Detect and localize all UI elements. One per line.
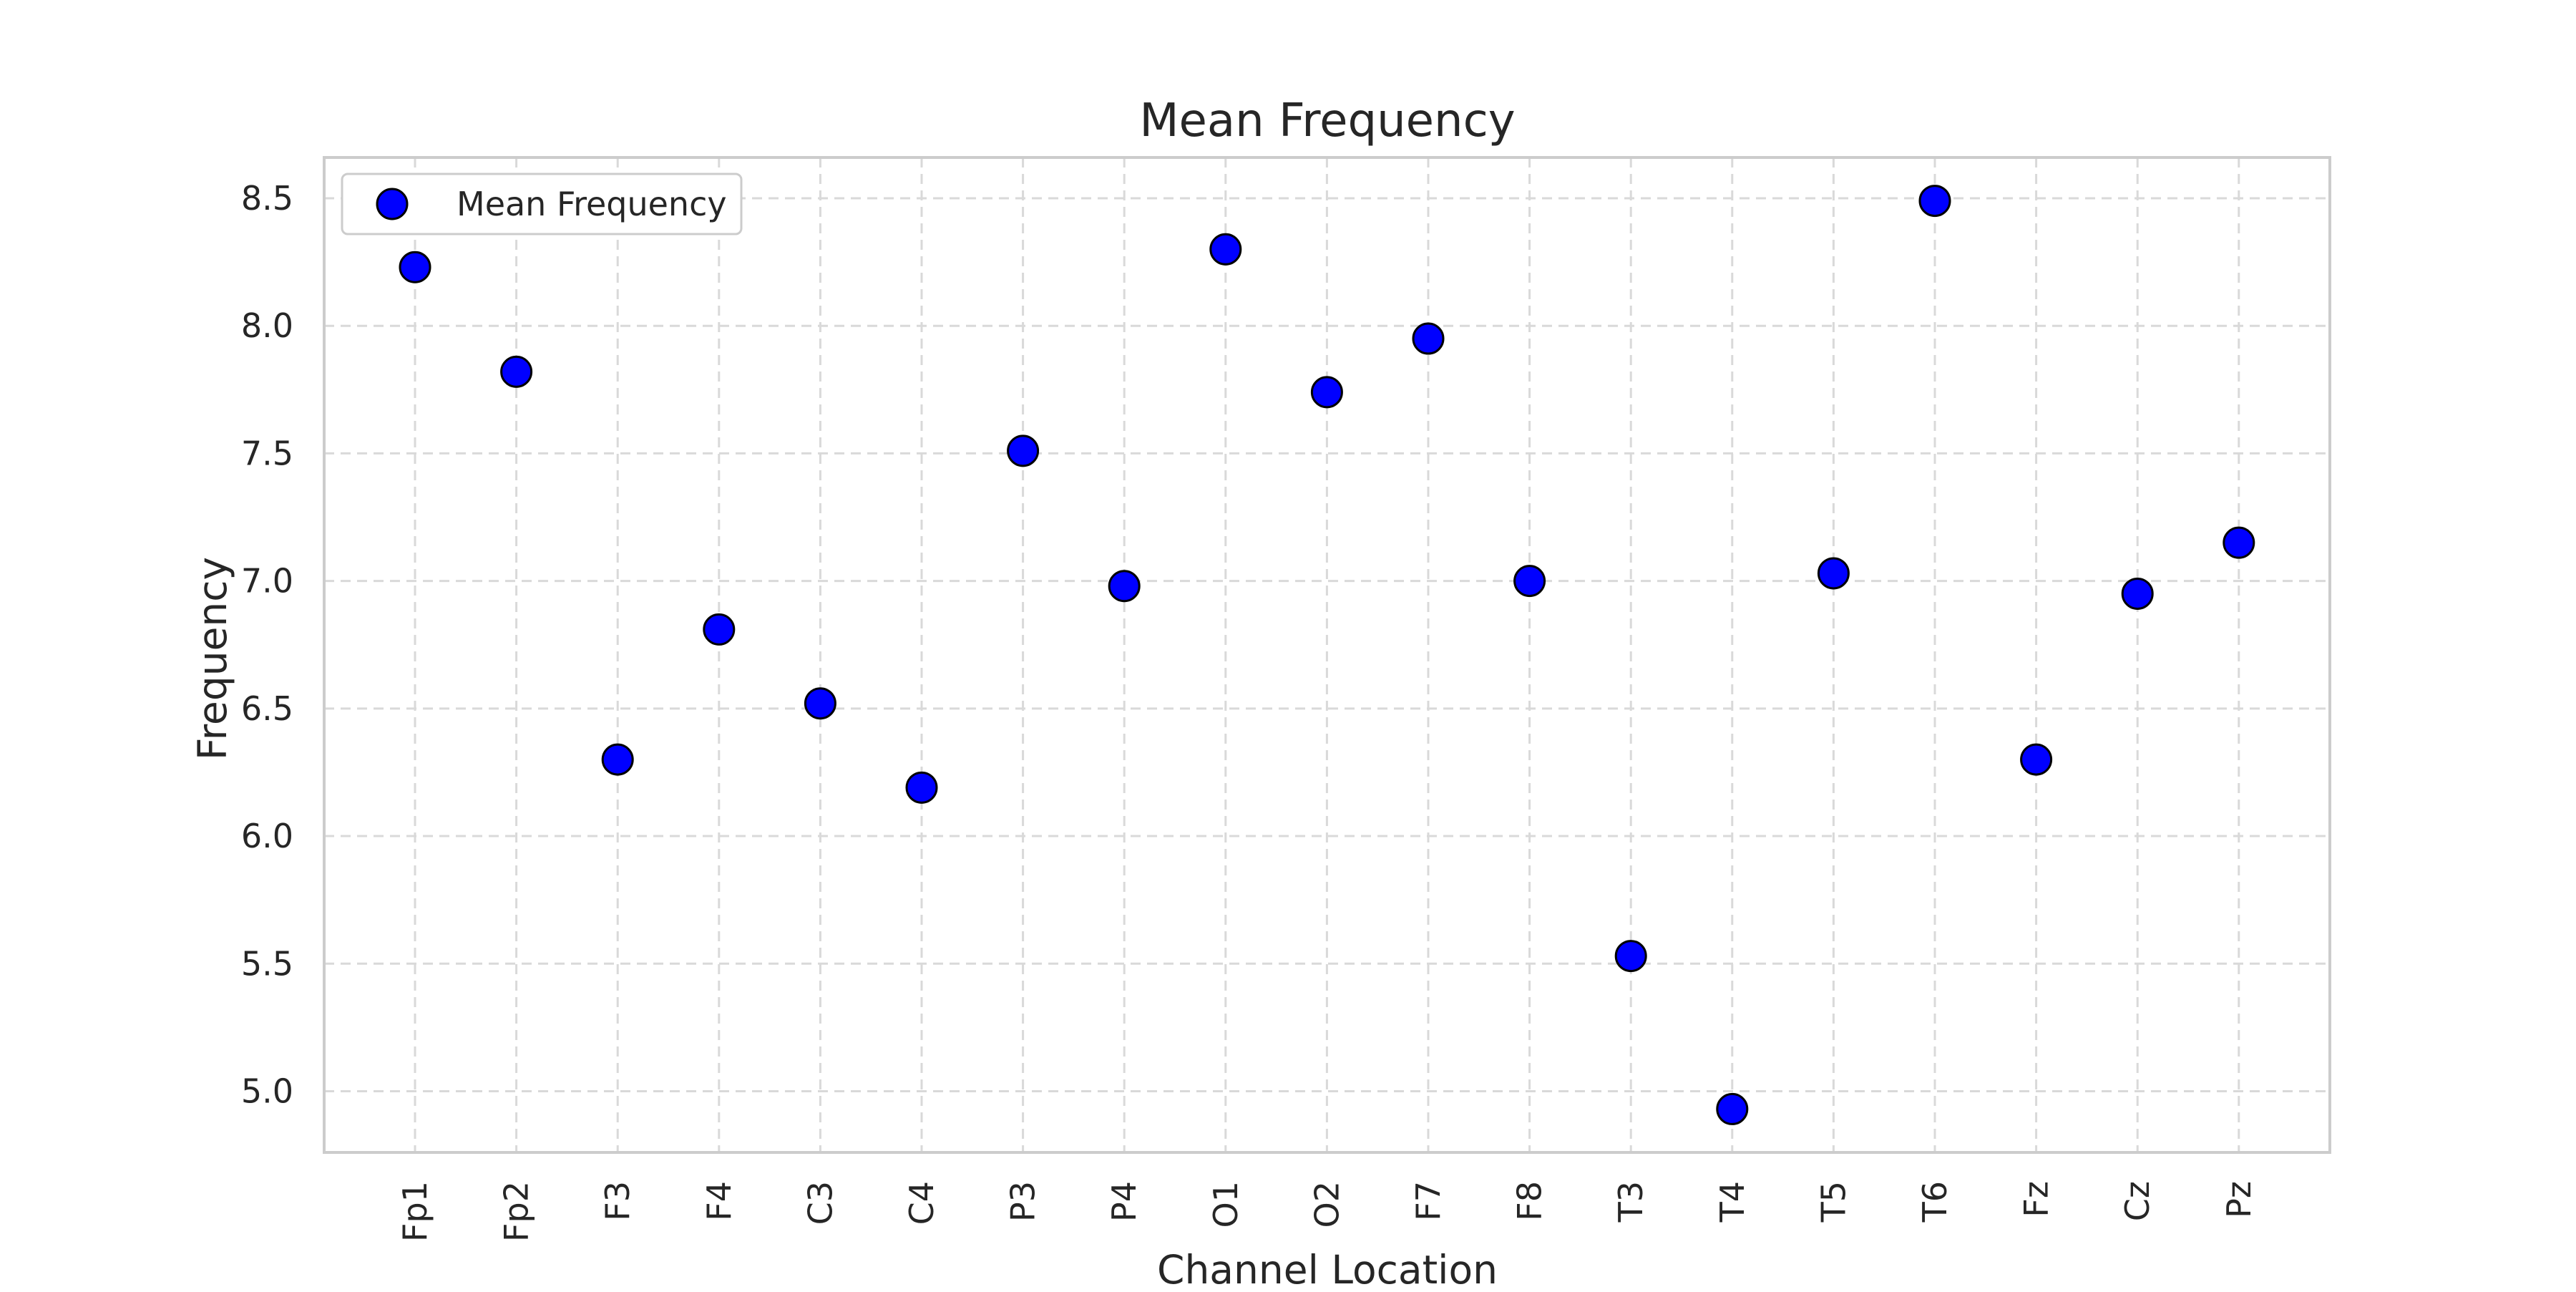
plot-frame — [323, 156, 2331, 1154]
grid-lines — [324, 157, 2330, 1152]
y-axis-title: Frequency — [190, 557, 235, 760]
y-tick-label: 5.0 — [241, 1072, 293, 1110]
data-point — [804, 687, 836, 720]
data-point — [1817, 557, 1850, 590]
data-point — [1209, 233, 1242, 266]
data-point — [1513, 565, 1546, 598]
y-tick-label: 8.0 — [241, 306, 293, 345]
legend-marker — [376, 188, 409, 220]
x-tick-label: Fp1 — [396, 1181, 434, 1242]
data-point — [399, 251, 431, 283]
x-tick-label: Pz — [2220, 1181, 2258, 1218]
y-tick-label: 6.0 — [241, 817, 293, 855]
y-tick-label: 8.5 — [241, 179, 293, 218]
x-axis-title: Channel Location — [1157, 1247, 1498, 1288]
data-point — [500, 355, 533, 388]
x-tick-label: T3 — [1611, 1181, 1650, 1223]
data-points — [399, 185, 2255, 1125]
x-tick-label: P4 — [1105, 1181, 1143, 1222]
x-tick-label: F8 — [1511, 1181, 1549, 1221]
data-point — [1716, 1092, 1749, 1125]
data-point — [1614, 940, 1647, 973]
data-point — [703, 613, 736, 646]
data-point — [1007, 434, 1040, 467]
y-tick-labels: 5.0 5.5 6.0 6.5 7.0 7.5 8.0 8.5 — [241, 179, 293, 1110]
data-point — [1310, 376, 1343, 409]
x-tick-label: T4 — [1713, 1181, 1752, 1223]
data-point — [2223, 526, 2255, 559]
x-tick-label: F3 — [598, 1181, 637, 1221]
y-tick-label: 7.0 — [241, 562, 293, 601]
data-point — [1108, 570, 1141, 603]
x-tick-label: F7 — [1409, 1181, 1448, 1221]
y-tick-label: 6.5 — [241, 689, 293, 728]
chart-title: Mean Frequency — [1139, 94, 1515, 147]
x-tick-label: P3 — [1004, 1181, 1043, 1222]
x-tick-label: O2 — [1307, 1181, 1346, 1228]
x-tick-labels: Fp1 Fp2 F3 F4 C3 C4 P3 P4 O1 O2 F7 F8 T3 T4 T5 T6 Fz Cz Pz — [396, 1181, 2258, 1242]
legend-label: Mean Frequency — [457, 185, 727, 223]
x-tick-label: T6 — [1916, 1181, 1954, 1223]
data-point — [1412, 322, 1445, 355]
x-tick-label: C4 — [902, 1181, 941, 1225]
data-point — [905, 771, 938, 804]
data-point — [601, 743, 634, 776]
x-tick-label: Cz — [2118, 1181, 2157, 1221]
y-tick-label: 7.5 — [241, 434, 293, 472]
legend: Mean Frequency — [341, 173, 743, 235]
data-point — [2020, 743, 2053, 776]
x-tick-label: T5 — [1814, 1181, 1853, 1223]
x-tick-label: F4 — [700, 1181, 738, 1221]
x-tick-label: Fz — [2017, 1181, 2056, 1218]
x-tick-label: Fp2 — [497, 1181, 536, 1242]
x-tick-label: C3 — [801, 1181, 839, 1225]
x-tick-label: O1 — [1206, 1181, 1245, 1228]
data-point — [1918, 185, 1951, 218]
y-tick-label: 5.5 — [241, 944, 293, 983]
data-point — [2121, 577, 2154, 610]
legend-box — [341, 173, 743, 235]
